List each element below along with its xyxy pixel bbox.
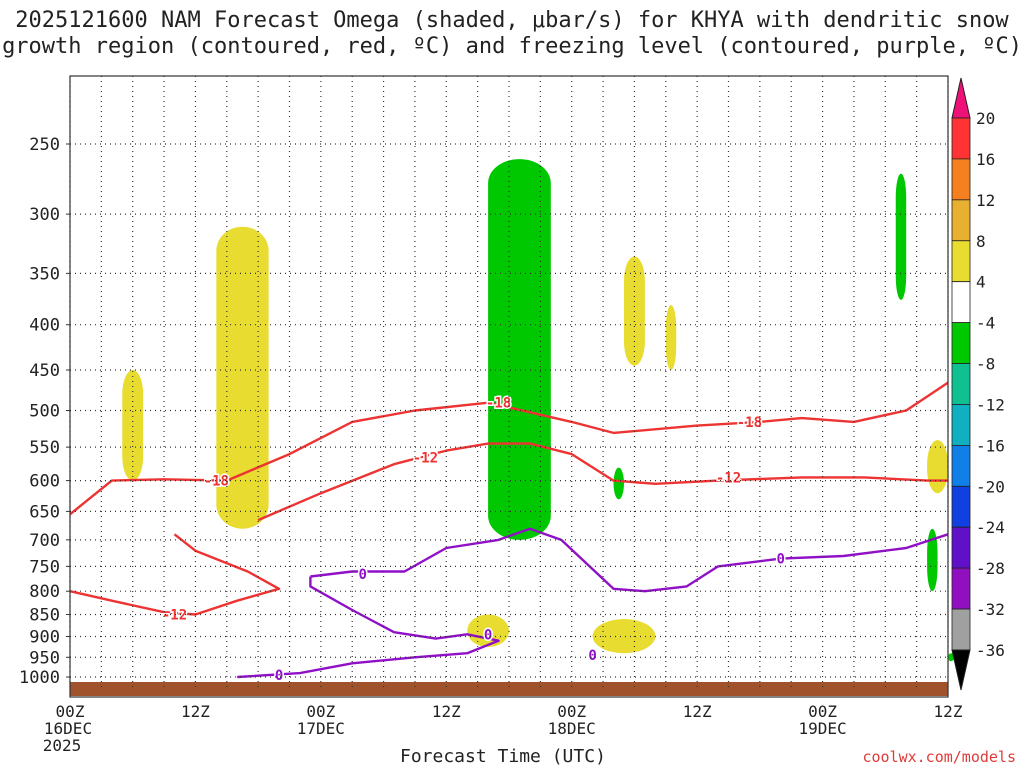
colorbar-tick-label: 16 <box>976 150 995 169</box>
site-credit: coolwx.com/models <box>862 748 1016 766</box>
contour-line <box>257 442 948 522</box>
colorbar-tick-label: 12 <box>976 191 995 210</box>
omega-shaded-region <box>467 614 509 648</box>
colorbar-segment <box>951 404 971 446</box>
contour-label: 0 <box>358 567 366 583</box>
x-tick-date: 16DEC <box>44 719 92 738</box>
ground-band <box>70 682 948 696</box>
y-tick-label: 450 <box>29 361 60 381</box>
plot-area: -18 -18 -18 -12 -12 -12 0 0 0 0 0 <box>69 159 954 696</box>
colorbar-tick-label: 20 <box>976 109 995 128</box>
y-tick-label: 250 <box>29 135 60 155</box>
omega-shaded-region <box>613 467 624 500</box>
x-axis-title: Forecast Time (UTC) <box>400 746 606 767</box>
colorbar-segment <box>951 199 971 242</box>
contour-label: -18 <box>737 415 762 431</box>
contour-line <box>237 576 500 679</box>
x-tick-label: 00Z <box>557 702 586 721</box>
contour-label: 0 <box>484 627 492 643</box>
x-tick-label: 12Z <box>934 702 963 721</box>
contour-label: 0 <box>588 648 596 664</box>
omega-shaded-region <box>927 528 938 592</box>
omega-shaded-region <box>592 619 656 654</box>
x-tick-label: 12Z <box>683 702 712 721</box>
y-tick-label: 750 <box>29 557 60 577</box>
y-tick-label: 850 <box>29 606 60 626</box>
x-tick-label: 00Z <box>56 702 85 721</box>
omega-shaded-region <box>216 226 269 529</box>
colorbar-segment <box>951 567 971 610</box>
colorbar-segment <box>951 444 971 487</box>
colorbar-tick-label: -28 <box>976 559 1005 578</box>
omega-shaded-region <box>122 369 144 481</box>
colorbar-tick-label: -4 <box>976 314 995 333</box>
contour-line <box>310 527 949 593</box>
y-tick-label: 350 <box>29 264 60 284</box>
colorbar-segment <box>951 322 971 364</box>
x-tick-label: 12Z <box>181 702 210 721</box>
axes: 2503003504004505005506006507007508008509… <box>19 75 963 755</box>
contour-line <box>69 533 281 616</box>
colorbar-tick-label: -16 <box>976 436 1005 455</box>
omega-shaded-region <box>948 653 954 662</box>
omega-shaded-region <box>895 173 907 300</box>
colorbar: 20 16 12 8 4 -4 -8 -12 -16 -20 -24 -28 -32 -36 <box>951 77 1005 691</box>
contour-label: -12 <box>413 450 438 466</box>
colorbar-tick-label: -32 <box>976 600 1005 619</box>
colorbar-segment <box>951 526 971 569</box>
y-tick-label: 500 <box>29 402 60 422</box>
colorbar-tick-label: -12 <box>976 395 1005 414</box>
x-tick-label: 00Z <box>808 702 837 721</box>
colorbar-tick-label: 8 <box>976 232 986 251</box>
y-tick-label: 900 <box>29 627 60 647</box>
colorbar-segment <box>951 117 971 160</box>
y-tick-label: 700 <box>29 531 60 551</box>
contour-label: -18 <box>486 396 511 412</box>
y-tick-label: 650 <box>29 502 60 522</box>
contour-label: -18 <box>204 474 229 490</box>
x-tick-date: 17DEC <box>297 719 345 738</box>
x-tick-year: 2025 <box>43 736 82 755</box>
colorbar-tick-label: 4 <box>976 273 986 292</box>
y-tick-label: 300 <box>29 205 60 225</box>
colorbar-tick-label: -24 <box>976 518 1005 537</box>
colorbar-tick-label: -20 <box>976 477 1005 496</box>
colorbar-segment <box>951 158 971 201</box>
x-tick-date: 18DEC <box>548 719 596 738</box>
colorbar-top-arrow <box>951 77 971 119</box>
y-tick-label: 1000 <box>19 668 60 688</box>
y-tick-label: 550 <box>29 438 60 458</box>
colorbar-segment <box>951 363 971 405</box>
plot-frame <box>69 75 949 698</box>
omega-shaded-region <box>665 304 677 370</box>
colorbar-segment <box>951 281 971 324</box>
colorbar-bottom-arrow <box>951 649 971 691</box>
x-tick-label: 12Z <box>432 702 461 721</box>
y-tick-label: 600 <box>29 472 60 492</box>
chart-title-line1: 2025121600 NAM Forecast Omega (shaded, μ… <box>15 8 1009 33</box>
colorbar-segment <box>951 240 971 283</box>
contour-label: 0 <box>777 552 785 568</box>
y-tick-label: 950 <box>29 648 60 668</box>
colorbar-segment <box>951 608 971 651</box>
colorbar-segment <box>951 485 971 528</box>
colorbar-tick-label: -8 <box>976 355 995 374</box>
colorbar-tick-label: -36 <box>976 641 1005 660</box>
contour-label: -12 <box>162 608 187 624</box>
contour-label: -12 <box>716 470 741 486</box>
y-tick-label: 400 <box>29 316 60 336</box>
y-tick-label: 800 <box>29 582 60 602</box>
chart-title-line2: growth region (contoured, red, ºC) and f… <box>2 34 1022 59</box>
omega-shaded-region <box>488 159 551 540</box>
omega-shaded-region <box>927 440 948 494</box>
x-tick-date: 19DEC <box>798 719 846 738</box>
x-tick-label: 00Z <box>306 702 335 721</box>
contour-line <box>69 381 949 516</box>
contour-label: 0 <box>275 668 283 684</box>
